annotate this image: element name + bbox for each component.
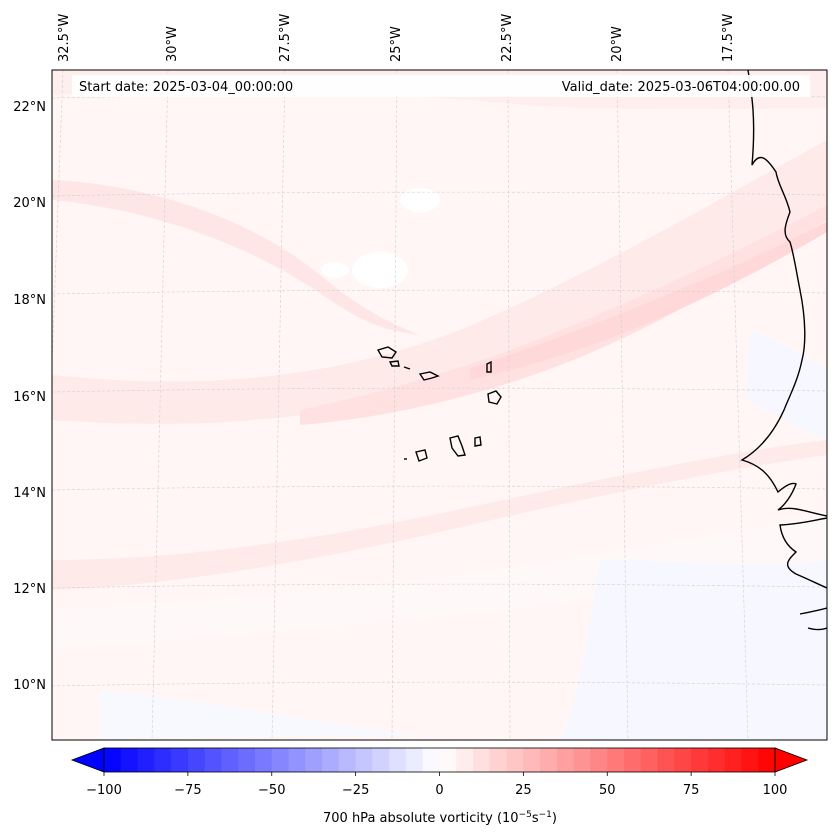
colorbar-tick-label: 100 [763, 783, 788, 798]
colorbar-cell [506, 748, 524, 772]
colorbar-cell [305, 748, 323, 772]
colorbar-tick-label: 75 [683, 783, 700, 798]
lat-label: 22°N [13, 100, 46, 115]
colorbar-cell [238, 748, 256, 772]
latitude-labels: 22°N 20°N 18°N 16°N 14°N 12°N 10°N [13, 100, 46, 693]
colorbar-cell [691, 748, 709, 772]
lon-label: 22.5°W [500, 14, 515, 62]
colorbar-cell [724, 748, 743, 772]
lat-label: 12°N [13, 582, 46, 597]
colorbar-cell [540, 748, 558, 772]
colorbar-cell [640, 748, 659, 772]
lon-label: 30°W [165, 26, 180, 62]
map-panel[interactable]: Start date: 2025-03-04_00:00:00 Valid_da… [38, 70, 827, 740]
colorbar-cell [187, 748, 206, 772]
colorbar-cell [556, 748, 575, 772]
colorbar-cell [473, 748, 491, 772]
colorbar-cell [657, 748, 675, 772]
lat-label: 10°N [13, 678, 46, 693]
colorbar-cell [171, 748, 189, 772]
colorbar-cell [204, 748, 223, 772]
colorbar-cell [573, 748, 592, 772]
colorbar-cell [489, 748, 508, 772]
lon-label: 27.5°W [278, 14, 293, 62]
cape-verde-islands [376, 346, 502, 462]
colorbar-tick-label: 25 [515, 783, 532, 798]
colorbar-cell [674, 748, 692, 772]
colorbar-cell [104, 748, 122, 772]
colorbar-cell [154, 748, 172, 772]
longitude-labels: 32.5°W 30°W 27.5°W 25°W 22.5°W 20°W 17.5… [57, 14, 736, 62]
lat-label: 16°N [13, 390, 46, 405]
colorbar-cell [254, 748, 273, 772]
colorbar-title: 700 hPa absolute vorticity (10−5s−1) [323, 810, 557, 826]
map-frame [51, 69, 828, 741]
colorbar-cell [523, 748, 541, 772]
lat-label: 18°N [13, 293, 46, 308]
colorbar-cell [322, 748, 340, 772]
lon-label: 20°W [610, 26, 625, 62]
colorbar-cell [372, 748, 390, 772]
africa-coastline-south [779, 517, 827, 631]
colorbar-cells [104, 748, 776, 772]
colorbar-cell [355, 748, 374, 772]
colorbar-cell [422, 748, 441, 772]
lat-label: 14°N [13, 486, 46, 501]
lon-label: 25°W [389, 26, 404, 62]
valid-date-label: Valid_date: 2025-03-06T04:00:00.00 [562, 80, 800, 95]
africa-coastline [740, 70, 827, 517]
colorbar-cell [707, 748, 726, 772]
colorbar-cell [607, 748, 625, 772]
colorbar-cell [120, 748, 139, 772]
colorbar-cell [389, 748, 407, 772]
colorbar-cell [624, 748, 642, 772]
colorbar-tick-label: −50 [258, 783, 285, 798]
lat-label: 20°N [13, 196, 46, 211]
colorbar-tick-label: −100 [86, 783, 122, 798]
start-date-label: Start date: 2025-03-04_00:00:00 [79, 80, 293, 95]
colorbar-min-extend [70, 747, 105, 773]
vorticity-field [52, 70, 827, 740]
colorbar-cell [221, 748, 239, 772]
colorbar-tick-label: 50 [599, 783, 616, 798]
colorbar-cell [758, 748, 776, 772]
colorbar-cell [456, 748, 474, 772]
colorbar-cell [338, 748, 357, 772]
colorbar-max-extend [774, 747, 809, 773]
colorbar-cell [137, 748, 155, 772]
colorbar-cell [271, 748, 290, 772]
colorbar-cell [741, 748, 759, 772]
lon-label: 17.5°W [721, 14, 736, 62]
colorbar-tick-label: −75 [174, 783, 201, 798]
colorbar: −100 −75 −50 −25 0 25 50 75 100 700 hPa absolute… [70, 747, 809, 826]
colorbar-cell [405, 748, 424, 772]
colorbar-cell [590, 748, 608, 772]
colorbar-tick-label: −25 [342, 783, 369, 798]
lon-label: 32.5°W [57, 14, 72, 62]
colorbar-tick-label: 0 [435, 783, 443, 798]
colorbar-ticks: −100 −75 −50 −25 0 25 50 75 100 [86, 772, 787, 798]
colorbar-cell [288, 748, 306, 772]
colorbar-cell [439, 748, 457, 772]
